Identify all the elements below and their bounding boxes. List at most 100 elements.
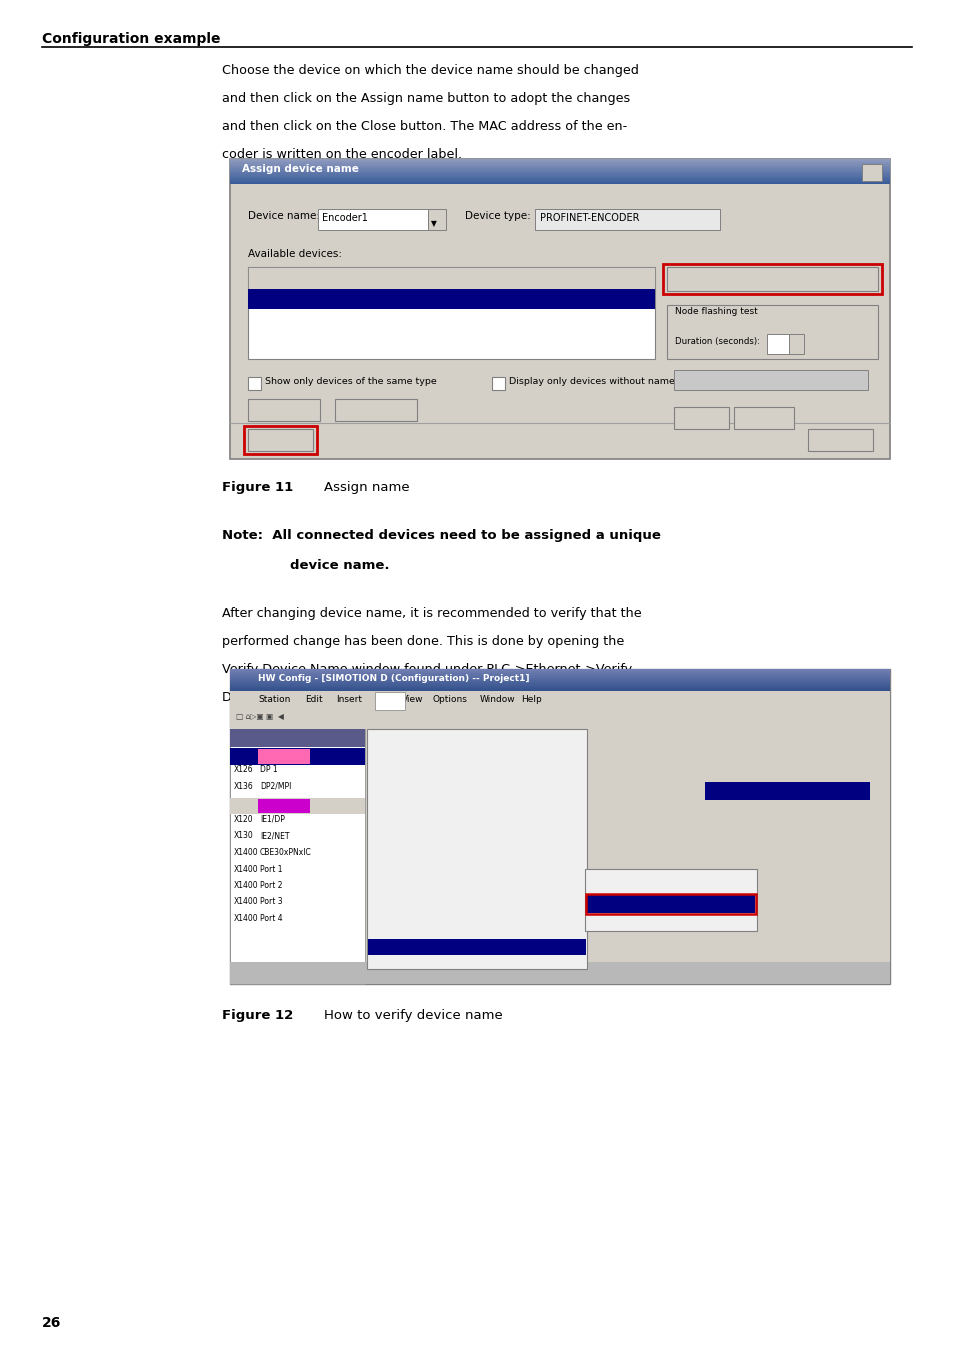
Text: Window: Window bbox=[479, 695, 515, 704]
Text: X1400: X1400 bbox=[233, 848, 258, 857]
FancyBboxPatch shape bbox=[230, 798, 365, 814]
Text: Device type: Device type bbox=[353, 272, 407, 282]
Text: Assign device name: Assign device name bbox=[242, 164, 358, 175]
Text: Monitor/Modify: Monitor/Modify bbox=[375, 879, 435, 888]
Text: Close: Close bbox=[262, 433, 291, 443]
Text: Duration (seconds):: Duration (seconds): bbox=[675, 337, 760, 347]
FancyBboxPatch shape bbox=[367, 728, 586, 969]
Text: PROFINET-I0-System (100): PROFINET-I0-System (100) bbox=[707, 785, 808, 793]
FancyBboxPatch shape bbox=[766, 334, 788, 353]
Text: IE1/DP: IE1/DP bbox=[260, 815, 285, 825]
Text: Ctrl+L: Ctrl+L bbox=[521, 738, 547, 747]
Text: Port 1: Port 1 bbox=[260, 864, 282, 873]
Text: CBE30xPNxIC: CBE30xPNxIC bbox=[260, 848, 312, 857]
Text: Edit: Edit bbox=[305, 695, 323, 704]
Text: Verify Device Name window found under PLC->Ethernet->Verify: Verify Device Name window found under PL… bbox=[222, 663, 632, 676]
Text: Clear Reset...: Clear Reset... bbox=[375, 853, 428, 862]
FancyBboxPatch shape bbox=[788, 334, 803, 353]
FancyBboxPatch shape bbox=[666, 305, 877, 359]
FancyBboxPatch shape bbox=[584, 869, 757, 932]
Text: Insert: Insert bbox=[335, 695, 361, 704]
Text: Help: Help bbox=[521, 695, 542, 704]
Text: □ ⌂▷▣ ▣  ◀: □ ⌂▷▣ ▣ ◀ bbox=[235, 712, 284, 720]
Text: 2: 2 bbox=[233, 749, 238, 758]
Text: DP 1: DP 1 bbox=[260, 765, 277, 774]
Text: Flashing off: Flashing off bbox=[737, 412, 789, 420]
Text: Configuration example: Configuration example bbox=[42, 32, 220, 46]
Text: encoder1: encoder1 bbox=[410, 292, 449, 302]
Text: ▶: ▶ bbox=[575, 942, 580, 951]
FancyBboxPatch shape bbox=[368, 940, 585, 955]
Text: Show only devices of the same type: Show only devices of the same type bbox=[265, 376, 436, 386]
Text: Figure 12: Figure 12 bbox=[222, 1009, 293, 1022]
FancyBboxPatch shape bbox=[733, 408, 793, 429]
Text: Operating Mode...: Operating Mode... bbox=[375, 839, 447, 849]
Text: Port 2: Port 2 bbox=[260, 881, 282, 890]
Text: 00-A0-CD-00-00-00: 00-A0-CD-00-00-00 bbox=[286, 292, 366, 302]
Text: Upload...: Upload... bbox=[375, 751, 411, 760]
FancyBboxPatch shape bbox=[248, 267, 655, 359]
Text: View: View bbox=[401, 695, 423, 704]
Text: Save Device Name to Memory Card...: Save Device Name to Memory Card... bbox=[375, 921, 526, 930]
Text: Update Firmware...: Update Firmware... bbox=[375, 900, 451, 909]
Text: ↙: ↙ bbox=[737, 899, 743, 909]
Text: and then click on the Assign name button to adopt the changes: and then click on the Assign name button… bbox=[222, 92, 630, 106]
FancyBboxPatch shape bbox=[586, 728, 889, 984]
Text: Encoder1: Encoder1 bbox=[322, 213, 368, 223]
Text: Flashing on: Flashing on bbox=[677, 412, 728, 420]
Text: Set Time of Day...: Set Time of Day... bbox=[375, 867, 445, 875]
Text: Display only devices without names: Display only devices without names bbox=[509, 376, 679, 386]
Text: HW Config - [SIMOTION D (Configuration) -- Project1]: HW Config - [SIMOTION D (Configuration) … bbox=[257, 674, 529, 682]
FancyBboxPatch shape bbox=[586, 895, 754, 913]
Text: Edit Ethernet Node: Edit Ethernet Node bbox=[592, 879, 671, 888]
Text: Port 4: Port 4 bbox=[260, 914, 282, 923]
Text: PROFINET-ENCODER: PROFINET-ENCODER bbox=[539, 213, 639, 223]
Text: Choose the device on which the device name should be changed: Choose the device on which the device na… bbox=[222, 64, 639, 77]
Text: X1400: X1400 bbox=[233, 864, 258, 873]
FancyBboxPatch shape bbox=[230, 711, 889, 728]
Text: Ethernet: Ethernet bbox=[375, 942, 411, 951]
FancyBboxPatch shape bbox=[248, 376, 261, 390]
FancyBboxPatch shape bbox=[317, 209, 428, 230]
Text: X1400: X1400 bbox=[233, 881, 258, 890]
FancyBboxPatch shape bbox=[673, 408, 728, 429]
FancyBboxPatch shape bbox=[335, 399, 416, 421]
Text: x: x bbox=[866, 164, 872, 175]
Text: Verify Device Name...: Verify Device Name... bbox=[592, 899, 682, 909]
Text: X1400: X1400 bbox=[233, 898, 258, 906]
Text: Export...: Export... bbox=[352, 402, 395, 412]
FancyBboxPatch shape bbox=[230, 158, 889, 459]
FancyBboxPatch shape bbox=[535, 209, 720, 230]
Text: Note:  All connected devices need to be assigned a unique: Note: All connected devices need to be a… bbox=[222, 529, 660, 542]
Text: How to verify device name: How to verify device name bbox=[307, 1009, 502, 1022]
Text: X126: X126 bbox=[233, 765, 253, 774]
Text: Module Information...: Module Information... bbox=[375, 827, 460, 835]
FancyBboxPatch shape bbox=[807, 429, 872, 451]
Text: Upload Module Identification to PG...: Upload Module Identification to PG... bbox=[375, 785, 521, 793]
Text: Figure 11: Figure 11 bbox=[222, 481, 293, 494]
Text: IP address: IP address bbox=[252, 272, 298, 282]
Text: X120: X120 bbox=[233, 815, 253, 825]
Text: 26: 26 bbox=[42, 1316, 61, 1330]
Text: ▼: ▼ bbox=[790, 345, 796, 353]
Text: PCX: PCX bbox=[233, 799, 249, 807]
Text: (0) SIMOTION D435: (0) SIMOTION D435 bbox=[233, 733, 308, 741]
Text: Ctrl+I: Ctrl+I bbox=[521, 839, 545, 849]
Text: Device name:: Device name: bbox=[248, 211, 319, 221]
FancyBboxPatch shape bbox=[666, 267, 877, 291]
Text: and then click on the Close button. The MAC address of the en-: and then click on the Close button. The … bbox=[222, 121, 626, 133]
Text: DP2/MPI: DP2/MPI bbox=[260, 783, 291, 791]
Text: MAC address: MAC address bbox=[286, 272, 344, 282]
Text: Node flashing test: Node flashing test bbox=[675, 307, 757, 315]
Text: Save Service Data...: Save Service Data... bbox=[375, 976, 456, 984]
Text: Assign name: Assign name bbox=[677, 272, 743, 282]
Text: Download...: Download... bbox=[375, 738, 422, 747]
Text: Device name: Device name bbox=[410, 272, 469, 282]
FancyBboxPatch shape bbox=[230, 728, 365, 747]
Text: Port 3: Port 3 bbox=[260, 898, 282, 906]
FancyBboxPatch shape bbox=[257, 749, 310, 764]
Text: PLC: PLC bbox=[377, 695, 396, 704]
FancyBboxPatch shape bbox=[230, 669, 889, 984]
Text: DP Integrated: DP Integrated bbox=[260, 799, 313, 807]
Text: coder is written on the encoder label.: coder is written on the encoder label. bbox=[222, 148, 461, 161]
